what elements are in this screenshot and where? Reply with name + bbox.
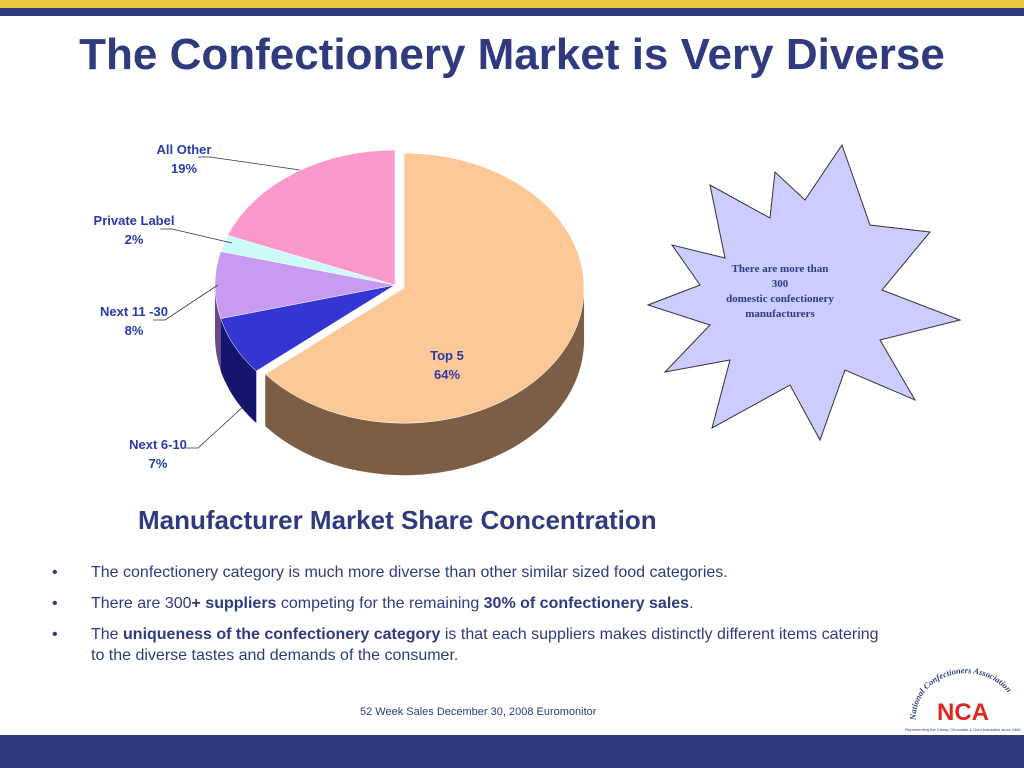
pie-slice-all-other: [227, 149, 396, 286]
pie-label-name: Next 6-10: [129, 437, 187, 452]
bullet-item: • The uniqueness of the confectionery ca…: [52, 624, 882, 666]
bullet-text: is that each suppliers makes distinctly …: [91, 626, 879, 664]
bullet-marker: •: [52, 626, 58, 643]
bullet-text: .: [689, 595, 694, 612]
callout-starburst: [646, 143, 962, 442]
market-share-pie-chart: Top 5 64% Next 6-10 7% Next 11 -30 8% Private …: [94, 142, 962, 476]
callout-line-2: 300: [771, 278, 789, 290]
bullet-marker: •: [52, 595, 58, 612]
bullet-item: • The confectionery category is much mor…: [52, 562, 882, 583]
callout-text: There are more than 300 domestic confect…: [700, 262, 860, 322]
bullet-text: The confectionery category is much more …: [91, 564, 728, 581]
bullet-text: competing for the remaining: [276, 595, 484, 612]
pie-slice-side: [265, 288, 585, 476]
bullet-list: • The confectionery category is much mor…: [52, 562, 882, 676]
source-note: 52 Week Sales December 30, 2008 Euromoni…: [360, 706, 597, 718]
bullet-emphasis: + suppliers: [191, 595, 277, 612]
callout-line-1: There are more than: [731, 263, 829, 275]
pie-label-value: 2%: [125, 232, 144, 247]
bullet-text: There are 300: [91, 595, 192, 612]
pie-slice-next-11-30: [214, 251, 396, 319]
slide-title: The Confectionery Market is Very Diverse: [79, 30, 945, 79]
callout-line-4: manufacturers: [745, 308, 815, 320]
pie-labels: Top 5 64% Next 6-10 7% Next 11 -30 8% Private …: [94, 142, 464, 471]
pie-label-name: Next 11 -30: [100, 304, 168, 319]
chart-subtitle: Manufacturer Market Share Concentration: [138, 505, 657, 535]
bullet-text: The: [91, 626, 124, 643]
pie-label-name: All Other: [157, 142, 212, 157]
callout-line-3: domestic confectionery: [726, 293, 834, 305]
pie-slice-side: [215, 285, 221, 371]
pie-label-name: Private Label: [94, 213, 175, 228]
pie-leader-line: [198, 156, 301, 171]
nca-logo: National Confectioners Association NCA R…: [905, 668, 1021, 732]
bottom-accent-bar: [0, 735, 1024, 768]
pie-label-name: Top 5: [430, 348, 464, 363]
pie-label-value: 19%: [171, 161, 197, 176]
pie-slice-side: [220, 318, 257, 424]
bullet-item: • There are 300+ suppliers competing for…: [52, 593, 882, 614]
bullet-marker: •: [52, 564, 58, 581]
pie-leader-line: [153, 284, 219, 321]
top-accent-bar-navy: [0, 8, 1024, 16]
logo-letters: NCA: [937, 699, 989, 726]
pie-slices: [214, 149, 585, 476]
pie-label-value: 8%: [125, 323, 144, 338]
pie-leader-line: [160, 228, 233, 244]
pie-label-value: 64%: [434, 367, 460, 382]
bullet-emphasis: uniqueness of the confectionery category: [123, 626, 441, 643]
pie-leader-line: [186, 404, 246, 449]
pie-slice-top-5: [264, 152, 585, 424]
pie-label-value: 7%: [149, 456, 168, 471]
logo-tagline: Representing the Candy, Chocolate & Gum …: [905, 727, 1021, 732]
bullet-emphasis: 30% of confectionery sales: [483, 595, 690, 612]
top-accent-bar-yellow: [0, 0, 1024, 8]
